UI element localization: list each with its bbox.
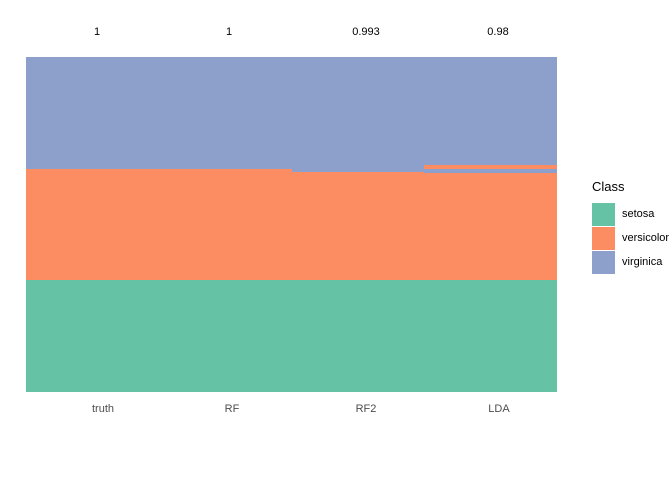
bar-segment-virginica xyxy=(291,57,425,172)
legend-entry-versicolor: versicolor xyxy=(592,226,672,250)
legend-swatch-versicolor xyxy=(592,226,615,250)
x-axis-label-truth: truth xyxy=(91,403,115,415)
bar-segment-versicolor xyxy=(424,165,557,169)
legend-title: Class xyxy=(592,179,625,194)
legend-swatch-virginica xyxy=(592,250,615,274)
bar-segment-versicolor xyxy=(26,168,159,281)
bar-segment-virginica xyxy=(26,57,159,169)
legend: Class setosa versicolor virginica xyxy=(592,179,672,274)
legend-label-virginica: virginica xyxy=(622,256,663,268)
accuracy-label-rf2: 0.993 xyxy=(352,26,380,38)
bar-segment-versicolor xyxy=(158,168,292,281)
legend-entry-setosa: setosa xyxy=(592,202,672,226)
x-axis-label-rf2: RF2 xyxy=(355,403,377,415)
bar-segment-setosa xyxy=(26,280,159,392)
accuracy-label-lda: 0.98 xyxy=(487,26,509,38)
legend-swatch-setosa xyxy=(592,202,615,226)
x-axis-label-rf: RF xyxy=(224,403,240,415)
bar-segment-virginica xyxy=(424,169,557,173)
bar-segment-virginica xyxy=(158,57,292,169)
bar-column-rf xyxy=(158,57,292,392)
bar-segment-setosa xyxy=(291,280,425,392)
x-axis-label-lda: LDA xyxy=(488,403,510,415)
legend-label-setosa: setosa xyxy=(622,208,655,220)
bar-column-truth xyxy=(26,57,159,392)
accuracy-label-truth: 1 xyxy=(93,26,101,38)
legend-label-versicolor: versicolor xyxy=(622,232,670,244)
bar-segment-setosa xyxy=(158,280,292,392)
bar-column-rf2 xyxy=(291,57,425,392)
bar-segment-versicolor xyxy=(424,173,557,281)
accuracy-label-rf: 1 xyxy=(225,26,233,38)
bar-column-lda xyxy=(424,57,557,392)
bar-segment-setosa xyxy=(424,280,557,392)
bar-segment-virginica xyxy=(424,57,557,165)
legend-entry-virginica: virginica xyxy=(592,250,672,274)
bar-segment-versicolor xyxy=(291,171,425,281)
plot-area xyxy=(26,57,557,392)
